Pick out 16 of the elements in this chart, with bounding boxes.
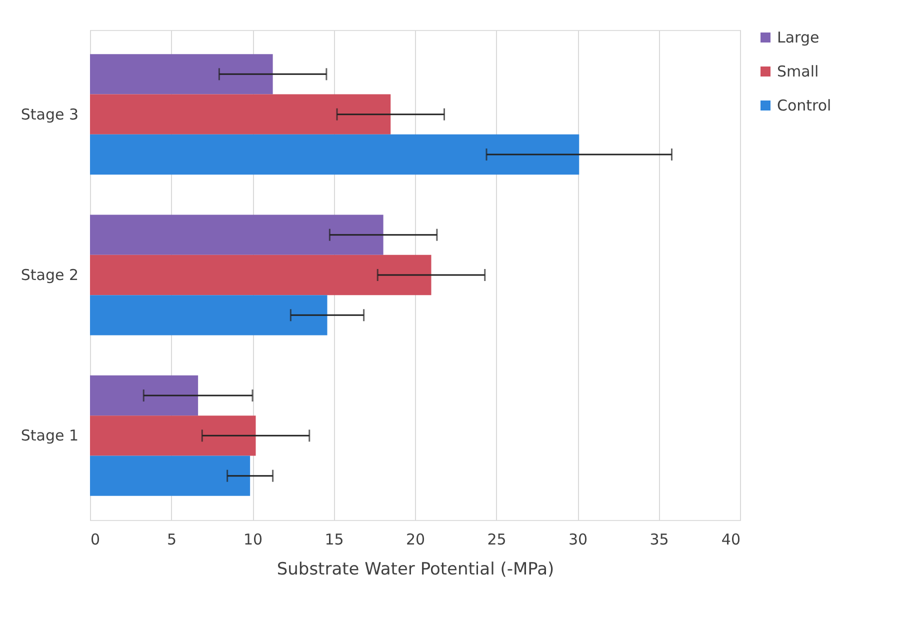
y-tick-label: Stage 3 bbox=[20, 105, 78, 124]
x-tick-label: 20 bbox=[406, 530, 426, 548]
x-tick-label: 25 bbox=[487, 530, 506, 548]
legend-label: Control bbox=[777, 96, 832, 114]
legend-label: Large bbox=[777, 28, 820, 46]
x-tick-label: 35 bbox=[650, 530, 669, 548]
x-tick-label: 5 bbox=[166, 530, 177, 548]
x-tick-label: 0 bbox=[90, 530, 100, 548]
legend-label: Small bbox=[777, 62, 819, 80]
x-axis-title: Substrate Water Potential (-MPa) bbox=[276, 560, 554, 580]
x-tick-label: 40 bbox=[721, 530, 740, 548]
x-tick-label: 15 bbox=[324, 530, 344, 548]
x-tick-label: 30 bbox=[568, 530, 588, 548]
x-tick-label: 10 bbox=[243, 530, 263, 548]
y-tick-label: Stage 1 bbox=[20, 426, 78, 445]
y-tick-label: Stage 2 bbox=[20, 266, 78, 284]
